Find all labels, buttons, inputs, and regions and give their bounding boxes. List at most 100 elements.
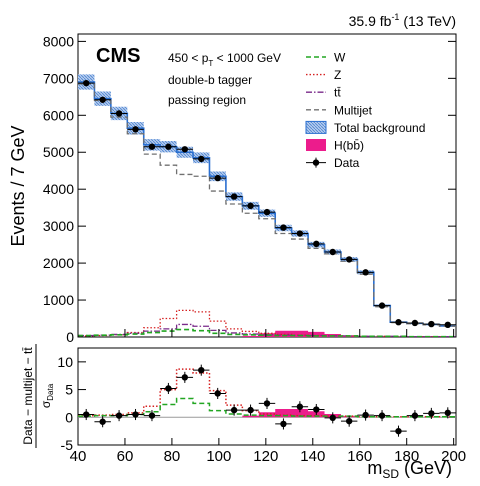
data-point xyxy=(423,320,440,328)
data-point xyxy=(78,79,95,87)
data-point xyxy=(340,256,358,263)
data-point xyxy=(127,126,144,133)
legend-entry-tot: Total background xyxy=(305,120,425,135)
ratio-data-point xyxy=(291,401,309,413)
ratio-data-point xyxy=(209,387,226,399)
data-point xyxy=(94,96,111,103)
legend-symbol-h xyxy=(306,139,326,151)
series-multijet xyxy=(78,83,456,327)
x-tick-label: 100 xyxy=(206,448,231,465)
data-point xyxy=(160,143,177,150)
x-tick-label: 40 xyxy=(70,448,87,465)
ratio-series-z xyxy=(78,368,456,418)
ratio-y-axis-label: Data − multijet − tt̄ σData xyxy=(21,344,55,448)
data-point xyxy=(357,269,374,276)
main-y-axis: 0 1000 2000 3000 4000 5000 6000 7000 8000 xyxy=(43,33,456,345)
data-point xyxy=(390,319,407,326)
ratio-data-point xyxy=(275,418,292,430)
legend-entry-h: H(bb̄) xyxy=(306,139,364,153)
legend-entry-w: W xyxy=(306,51,346,65)
legend-label-w: W xyxy=(334,51,346,65)
data-point xyxy=(193,155,210,163)
data-point xyxy=(110,110,128,117)
tagger-label: double-b tagger xyxy=(168,73,252,87)
total-background-line xyxy=(78,81,456,327)
x-tick-label: 160 xyxy=(347,448,372,465)
y-tick-label: 6000 xyxy=(43,107,74,123)
main-y-axis-label: Events / 7 GeV xyxy=(8,125,28,246)
ratio-panel: -5 0 5 10 40 60 80 100 120 140 160 180 200 Data − mu… xyxy=(21,344,466,481)
data-point xyxy=(258,208,276,216)
legend-label-z: Z xyxy=(334,68,341,82)
ratio-data-point xyxy=(373,410,391,422)
legend-entry-data: Data xyxy=(306,156,360,170)
ratio-data-point xyxy=(423,407,440,419)
data-point xyxy=(324,248,341,256)
data-point xyxy=(373,302,391,309)
x-tick-label: 60 xyxy=(117,448,134,465)
svg-text:Data − multijet − tt̄: Data − multijet − tt̄ xyxy=(21,347,35,445)
ratio-data-point xyxy=(94,416,111,428)
legend-label-tot: Total background xyxy=(334,121,425,135)
ratio-data-point xyxy=(390,425,407,437)
x-tick-label: 120 xyxy=(253,448,278,465)
ratio-series-group xyxy=(78,364,456,437)
ratio-data-point xyxy=(242,404,259,416)
legend-symbol-tot xyxy=(305,120,327,134)
ratio-y-tick-label: -5 xyxy=(61,437,74,453)
x-tick-label: 200 xyxy=(441,448,466,465)
data-point xyxy=(242,202,259,210)
ratio-data-point xyxy=(143,410,161,422)
ratio-data-point xyxy=(340,415,358,427)
data-point xyxy=(439,321,456,329)
cms-label: CMS xyxy=(96,45,140,67)
ratio-data-point xyxy=(127,408,144,421)
data-point xyxy=(308,240,325,248)
ratio-data-point xyxy=(225,404,243,416)
data-point xyxy=(225,193,243,200)
ratio-data-point xyxy=(160,382,177,395)
legend-label-h: H(bb̄) xyxy=(334,139,364,153)
ratio-y-tick-label: 10 xyxy=(57,354,73,370)
legend-label-data: Data xyxy=(334,156,360,170)
ratio-y-tick-label: 5 xyxy=(65,382,73,398)
ratio-data-point xyxy=(324,412,341,424)
ratio-data-point xyxy=(176,371,194,383)
ratio-data-point xyxy=(308,403,325,416)
legend-label-tt: tt̄ xyxy=(334,86,341,100)
data-point xyxy=(143,143,161,150)
series-hbb xyxy=(78,330,456,337)
data-point xyxy=(406,319,424,327)
x-tick-label: 80 xyxy=(164,448,181,465)
legend-label-mj: Multijet xyxy=(334,103,373,117)
legend-entry-mj: Multijet xyxy=(306,103,373,117)
x-axis-label: mSD (GeV) xyxy=(367,458,452,481)
ratio-series-hbb xyxy=(78,408,456,418)
ratio-data-point xyxy=(110,410,128,422)
y-tick-label: 0 xyxy=(66,329,74,345)
luminosity-label: 35.9 fb-1 (13 TeV) xyxy=(349,12,456,29)
total-background-band xyxy=(78,74,456,327)
ratio-data-point xyxy=(439,407,456,419)
y-tick-label: 5000 xyxy=(43,144,74,160)
data-point xyxy=(176,146,194,153)
x-tick-label: 180 xyxy=(394,448,419,465)
pt-cut-label: 450 < pT < 1000 GeV xyxy=(168,51,281,68)
legend-symbol-data xyxy=(306,157,326,168)
legend-entry-tt: tt̄ xyxy=(306,86,341,100)
main-plot-frame xyxy=(77,33,457,338)
ratio-data-point xyxy=(357,409,374,421)
main-x-ticks xyxy=(77,329,455,337)
data-point xyxy=(209,174,226,182)
y-tick-label: 8000 xyxy=(43,33,74,49)
main-panel: 0 1000 2000 3000 4000 5000 6000 7000 8000 CMS 45… xyxy=(8,33,457,345)
y-tick-label: 2000 xyxy=(43,255,74,271)
ratio-plot-frame xyxy=(77,347,457,446)
svg-text:σData: σData xyxy=(39,383,55,408)
ratio-y-tick-label: 0 xyxy=(65,409,73,425)
y-tick-label: 4000 xyxy=(43,181,74,197)
ratio-data-point xyxy=(193,364,210,376)
legend-entry-z: Z xyxy=(306,68,341,82)
